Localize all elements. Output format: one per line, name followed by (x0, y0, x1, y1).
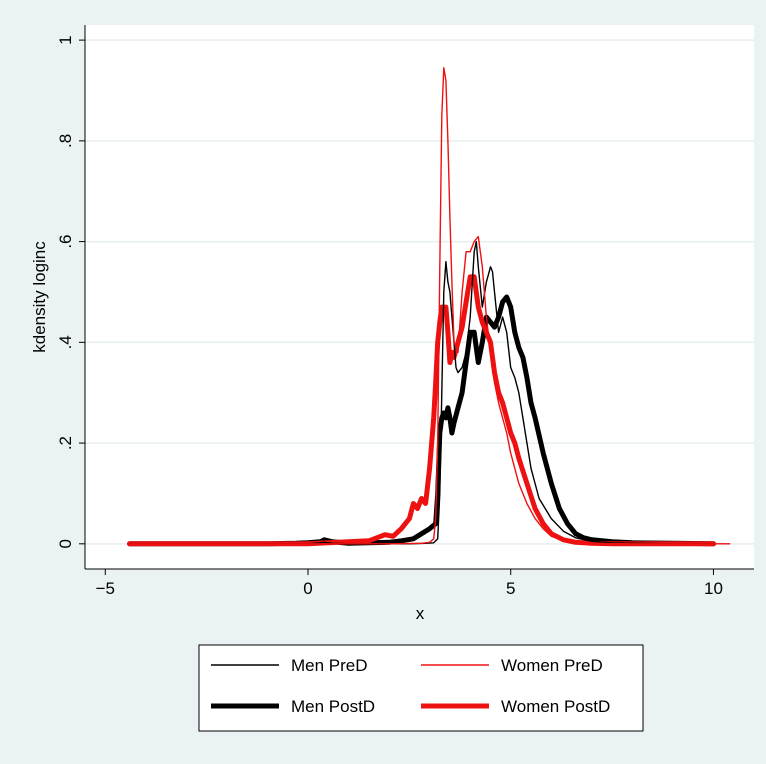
y-tick-label: 0 (56, 539, 75, 548)
axes (84, 25, 754, 570)
legend-label: Women PreD (501, 656, 603, 675)
x-axis-label: x (416, 604, 425, 623)
x-tick-label: 5 (506, 579, 515, 598)
y-axis-label: kdensity loginc (30, 241, 49, 353)
legend-label: Men PostD (291, 697, 375, 716)
x-tick-label: −5 (96, 579, 115, 598)
ticks: 0 .2 .4 .6 .8 1 −5 0 5 10 (56, 35, 723, 598)
y-tick-label: .4 (56, 335, 75, 349)
series-line-women-postd (127, 274, 716, 547)
y-tick-label: .2 (56, 436, 75, 450)
series-lines (127, 67, 731, 547)
y-tick-label: .6 (56, 234, 75, 248)
series-line-women-pred (128, 67, 731, 545)
legend-label: Men PreD (291, 656, 368, 675)
y-tick-label: .8 (56, 134, 75, 148)
legend-box (198, 644, 644, 732)
legend-label: Women PostD (501, 697, 610, 716)
y-tick-label: 1 (56, 35, 75, 44)
x-tick-label: 10 (704, 579, 723, 598)
legend: Men PreD Women PreD Men PostD Women PostD (198, 644, 644, 732)
plot-area (85, 25, 754, 569)
x-tick-label: 0 (303, 579, 312, 598)
